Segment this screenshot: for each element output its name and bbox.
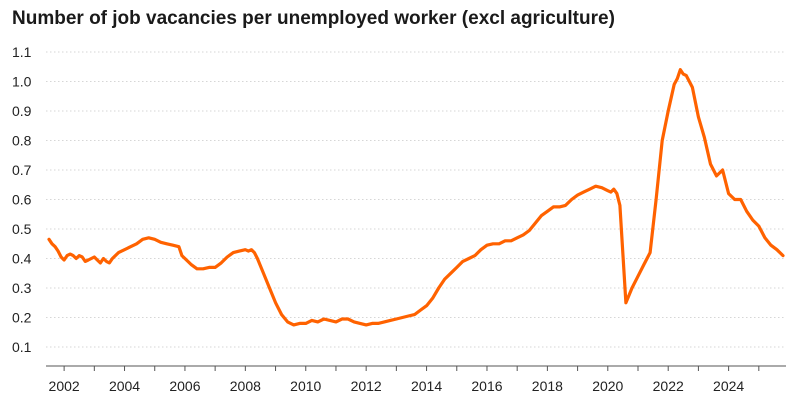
x-tick-label: 2022: [653, 378, 684, 394]
x-tick-label: 2024: [713, 378, 744, 394]
series-line: [47, 68, 785, 327]
y-tick-label: 0.8: [12, 133, 32, 149]
x-tick-label: 2020: [592, 378, 623, 394]
x-tick-label: 2006: [169, 378, 200, 394]
x-tick-label: 2004: [109, 378, 140, 394]
y-tick-label: 0.1: [12, 339, 32, 355]
chart-title: Number of job vacancies per unemployed w…: [12, 8, 615, 29]
x-tick-label: 2016: [471, 378, 502, 394]
grid-lines: [46, 51, 786, 348]
y-tick-label: 0.6: [12, 192, 32, 208]
y-tick-label: 0.2: [12, 310, 32, 326]
y-tick-label: 1.1: [12, 44, 32, 60]
x-tick-label: 2008: [230, 378, 261, 394]
y-tick-label: 1.0: [12, 74, 32, 90]
x-axis: 2002 2004 2006 2008 2010 2012 2014 2016 2018 2020…: [46, 365, 786, 394]
series-group: [47, 68, 785, 327]
y-tick-label: 0.7: [12, 162, 32, 178]
y-axis-ticks: 0.1 0.2 0.3 0.4 0.5 0.6 0.7 0.8 0.9 1.0 1.1: [12, 44, 32, 355]
x-tick-label: 2010: [290, 378, 321, 394]
x-tick-label: 2014: [411, 378, 442, 394]
y-tick-label: 0.5: [12, 221, 32, 237]
y-tick-label: 0.3: [12, 280, 32, 296]
x-tick-label: 2002: [49, 378, 80, 394]
y-tick-label: 0.4: [12, 251, 32, 267]
y-tick-label: 0.9: [12, 103, 32, 119]
x-tick-label: 2012: [351, 378, 382, 394]
x-tick-label: 2018: [532, 378, 563, 394]
